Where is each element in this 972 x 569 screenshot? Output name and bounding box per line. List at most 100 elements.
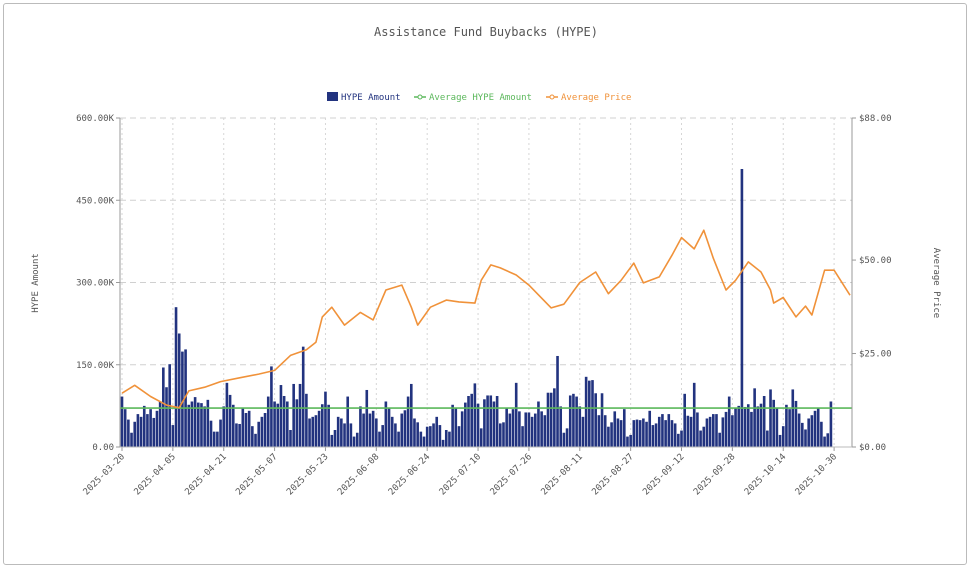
bar-hype-amount <box>813 410 817 447</box>
bar-hype-amount <box>206 399 210 447</box>
bar-hype-amount <box>750 411 753 447</box>
bar-hype-amount <box>155 410 159 447</box>
bar-hype-amount <box>572 393 575 447</box>
bar-hype-amount <box>422 436 426 447</box>
bar-hype-amount <box>591 380 594 447</box>
bar-hype-amount <box>464 402 467 447</box>
bar-hype-amount <box>483 399 486 447</box>
y-left-axis-title: HYPE Amount <box>31 253 41 313</box>
y-left-tick-label: 450.00K <box>76 196 115 206</box>
bar-hype-amount <box>705 418 709 447</box>
bar-hype-amount <box>588 380 591 447</box>
bar-hype-amount <box>212 431 216 447</box>
legend-swatch-hype-amount <box>327 92 338 101</box>
bar-hype-amount <box>273 401 276 447</box>
bar-hype-amount <box>607 426 610 447</box>
x-tick-label: 2025-10-14 <box>743 452 788 497</box>
bar-hype-amount <box>289 430 292 447</box>
bar-hype-amount <box>308 418 311 447</box>
bar-hype-amount <box>702 426 706 447</box>
x-tick-label: 2025-09-28 <box>692 452 737 497</box>
bar-hype-amount <box>416 422 419 447</box>
bar-hype-amount <box>203 406 206 447</box>
bar-hype-amount <box>479 428 483 447</box>
bar-hype-amount <box>454 408 458 447</box>
bar-hype-amount <box>546 392 550 447</box>
bar-hype-amount <box>286 401 289 447</box>
bar-hype-amount <box>514 382 518 447</box>
bar-hype-amount <box>381 425 384 447</box>
bar-hype-amount <box>670 420 674 447</box>
bar-hype-amount <box>759 403 763 447</box>
bar-hype-amount <box>521 426 524 447</box>
bar-hype-amount <box>737 405 741 447</box>
bar-hype-amount <box>158 401 162 447</box>
bar-hype-amount <box>677 433 680 447</box>
legend-marker-average-price <box>549 94 555 100</box>
bar-hype-amount <box>247 410 251 447</box>
bar-hype-amount <box>801 422 804 447</box>
bar-hype-amount <box>263 413 267 447</box>
bar-hype-amount <box>352 436 356 447</box>
bar-hype-amount <box>136 414 140 447</box>
bar-hype-amount <box>635 419 639 447</box>
bar-hype-amount <box>499 423 502 447</box>
bar-hype-amount <box>565 428 569 447</box>
bar-hype-amount <box>130 432 133 447</box>
bar-hype-amount <box>559 406 563 447</box>
bar-hype-amount <box>333 430 337 447</box>
legend-label-average-hype-amount: Average HYPE Amount <box>429 93 532 103</box>
bar-hype-amount <box>200 403 203 447</box>
bar-hype-amount <box>766 430 769 447</box>
y-left-tick-label: 300.00K <box>76 279 115 289</box>
bar-hype-amount <box>533 413 537 447</box>
bar-hype-amount <box>127 419 130 447</box>
bar-hype-amount <box>394 423 397 447</box>
bar-hype-amount <box>460 411 464 447</box>
bar-hype-amount <box>438 425 442 447</box>
bar-hype-amount <box>340 418 343 447</box>
bar-hype-amount <box>762 396 766 447</box>
bar-hype-amount <box>174 307 178 447</box>
bar-hype-amount <box>165 387 168 447</box>
bar-hype-amount <box>231 404 235 447</box>
bar-hype-amount <box>594 393 597 447</box>
bar-hype-amount <box>251 426 254 447</box>
bar-hype-amount <box>311 416 315 447</box>
x-tick-label: 2025-03-20 <box>82 452 127 497</box>
bar-hype-amount <box>298 383 302 447</box>
bar-hype-amount <box>467 396 470 447</box>
bar-hype-amount <box>390 416 394 447</box>
x-tick-label: 2025-07-26 <box>489 452 534 497</box>
x-tick-label: 2025-08-11 <box>540 452 585 497</box>
y-left-tick-label: 150.00K <box>76 361 115 371</box>
bar-hype-amount <box>343 423 346 447</box>
bar-hype-amount <box>788 409 791 447</box>
bar-hype-amount <box>575 396 578 447</box>
bar-hype-amount <box>629 434 632 447</box>
bar-hype-amount <box>171 425 175 447</box>
bar-hype-amount <box>177 333 181 447</box>
bar-hype-amount <box>778 434 782 447</box>
bar-hype-amount <box>365 389 369 447</box>
bar-hype-amount <box>142 405 146 447</box>
bar-hype-amount <box>270 366 273 447</box>
bar-hype-amount <box>292 383 295 447</box>
bar-hype-amount <box>616 418 620 447</box>
bar-hype-amount <box>241 407 245 447</box>
bar-hype-amount <box>756 406 760 447</box>
bar-hype-amount <box>149 409 152 447</box>
bar-hype-amount <box>638 420 642 447</box>
bar-hype-amount <box>645 421 648 447</box>
bar-hype-amount <box>181 351 184 447</box>
bar-hype-amount <box>553 388 556 447</box>
bar-hype-amount <box>139 416 143 447</box>
bar-hype-amount <box>282 396 286 447</box>
bar-hype-amount <box>295 399 299 447</box>
bar-hype-amount <box>540 411 543 447</box>
bar-hype-amount <box>368 413 372 447</box>
y-left-tick-label: 0.00 <box>92 443 114 453</box>
bar-hype-amount <box>400 413 404 447</box>
y-right-tick-label: $0.00 <box>859 443 886 453</box>
